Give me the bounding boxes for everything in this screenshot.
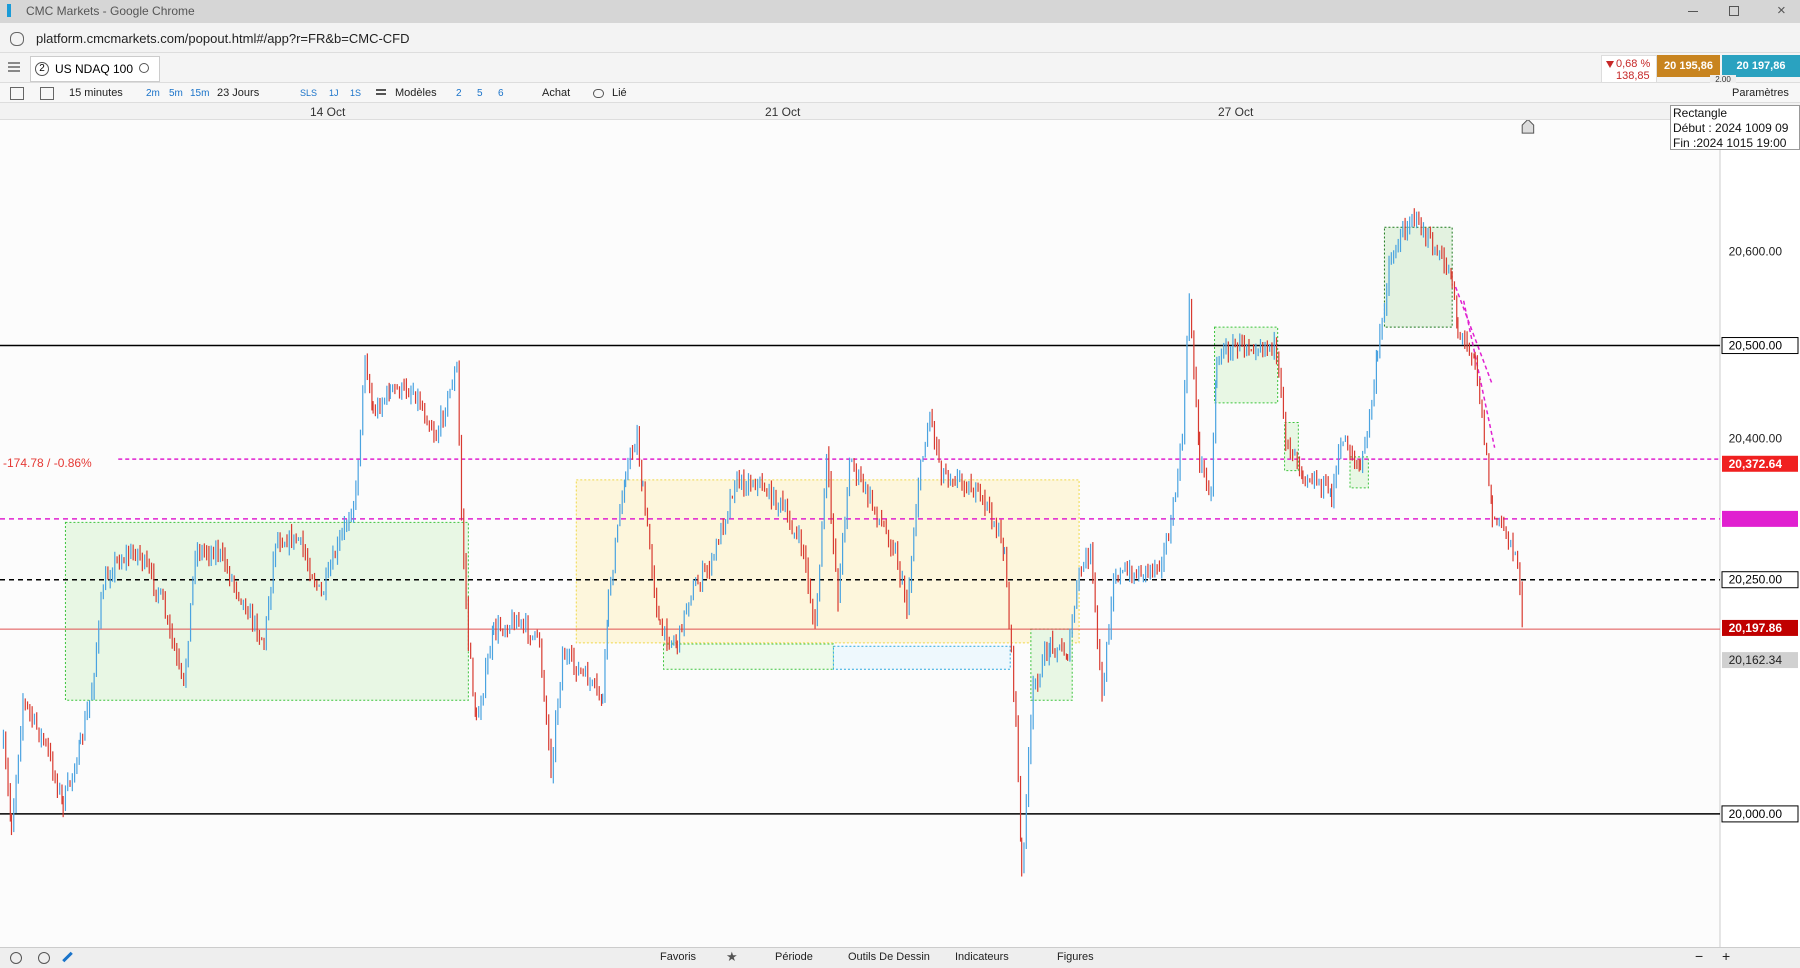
period[interactable]: 1J (329, 88, 339, 98)
chart[interactable]: -174.78 / -0.86% 20,600.00 20,500.00 20,40… (0, 120, 1800, 947)
minimize[interactable] (1688, 11, 1698, 12)
price-label: 20,600.00 (1729, 244, 1783, 258)
drawing-rectangle (663, 643, 834, 670)
date-label: 27 Oct (1218, 105, 1254, 119)
bottom-tab[interactable]: Période (775, 951, 813, 963)
drawing-rectangle (1214, 326, 1279, 404)
timeframe[interactable]: 15 minutes (69, 87, 123, 99)
price-label-bg (1722, 619, 1798, 636)
site-info[interactable] (10, 32, 24, 46)
date-axis: 14 Oct 21 Oct 27 Oct (0, 103, 1800, 120)
order[interactable]: Achat (542, 87, 571, 99)
bottom-tab[interactable]: Favoris (660, 951, 697, 963)
link-icon (593, 89, 604, 98)
url-bar: platform.cmcmarkets.com/popout.html#/app… (0, 23, 1800, 53)
zoom-in[interactable]: + (1722, 948, 1731, 964)
refresh[interactable] (10, 952, 22, 964)
count[interactable]: 5 (477, 88, 483, 99)
price-label: 20,372.64 (1729, 457, 1783, 471)
period[interactable]: SLS (300, 88, 318, 98)
price-label: 20,400.00 (1729, 432, 1783, 446)
price-label: 20,250.00 (1729, 573, 1783, 587)
menu[interactable] (8, 62, 20, 64)
drawing-rectangle (1383, 226, 1453, 328)
pen[interactable] (62, 951, 73, 963)
change-pct: 0,68 % (1616, 58, 1651, 70)
instrument-name: US NDAQ 100 (55, 62, 134, 76)
url[interactable]: platform.cmcmarkets.com/popout.html#/app… (36, 31, 410, 46)
price-label-bg (1722, 510, 1798, 527)
drawing-rectangle (1030, 628, 1073, 701)
zoom-out[interactable]: − (1695, 948, 1704, 964)
window-title: CMC Markets - Google Chrome (26, 4, 195, 18)
price-label-bg (1721, 571, 1799, 589)
price-label-bg (1721, 337, 1799, 355)
sell-price[interactable]: 20 195,86 (1657, 55, 1720, 77)
range[interactable]: 23 Jours (217, 87, 260, 99)
search[interactable] (139, 63, 149, 73)
date-label: 14 Oct (310, 105, 346, 119)
spread: 2.00 (1710, 75, 1736, 84)
bottom-bar: Favoris ★ Période Outils De Dessin Indic… (0, 947, 1800, 968)
bottom-tab[interactable]: Outils De Dessin (848, 951, 930, 963)
price-label-bg (1721, 805, 1799, 823)
buy-price[interactable]: 20 197,86 (1722, 55, 1800, 77)
trend-line (1454, 286, 1494, 385)
toolbar: 15 minutes 2m 5m 15m 23 Jours SLS 1J 1S … (0, 83, 1800, 103)
app-icon (7, 4, 11, 17)
close[interactable]: × (1777, 2, 1786, 19)
tab-row: 2 US NDAQ 100 0,68 % 138,85 20 195,86 20… (0, 53, 1800, 84)
tooltip-line: Rectangle (1673, 106, 1728, 120)
link[interactable]: Lié (612, 87, 627, 99)
period[interactable]: 1S (350, 88, 362, 98)
down-arrow (1606, 61, 1614, 68)
price-label-bg (1722, 430, 1798, 447)
tooltip-line: Début : 2024 1009 09 (1673, 121, 1789, 135)
instrument-tab[interactable]: 2 US NDAQ 100 (30, 56, 160, 82)
price-label: 20,162.34 (1729, 653, 1783, 667)
tab-number: 2 (35, 62, 49, 76)
price-label: 20,315.00 (1729, 512, 1783, 526)
clear[interactable] (38, 952, 50, 964)
price-label-bg (1722, 243, 1798, 260)
alert-icon (1521, 120, 1535, 134)
interval[interactable]: 5m (169, 88, 183, 99)
date-label: 21 Oct (765, 105, 801, 119)
drawing-rectangle (832, 645, 1011, 670)
count[interactable]: 6 (498, 88, 504, 99)
price-label-bg (1722, 652, 1798, 669)
templates[interactable]: Modèles (395, 87, 437, 99)
templates-icon (376, 89, 386, 91)
price-label: 20,500.00 (1729, 339, 1783, 353)
restore[interactable] (1729, 6, 1739, 16)
price-label: 20,000.00 (1729, 807, 1783, 821)
drawing-tooltip: Rectangle Début : 2024 1009 09 Fin :2024… (1670, 105, 1800, 150)
interval[interactable]: 15m (190, 88, 210, 99)
drawing-rectangle (575, 479, 1080, 644)
drawing-rectangle (1284, 421, 1299, 472)
interval[interactable]: 2m (146, 88, 160, 99)
annotation: -174.78 / -0.86% (3, 456, 92, 470)
count[interactable]: 2 (456, 88, 462, 99)
price-label-bg (1722, 455, 1798, 472)
layout-icon[interactable] (40, 87, 54, 100)
change: 138,85 (1616, 70, 1650, 82)
candles (2, 208, 1523, 877)
change-box: 0,68 % 138,85 (1601, 55, 1657, 83)
star[interactable]: ★ (726, 949, 738, 964)
bottom-tab[interactable]: Indicateurs (955, 951, 1009, 963)
list-icon[interactable] (10, 87, 24, 100)
bottom-tab[interactable]: Figures (1057, 951, 1094, 963)
settings[interactable]: Paramètres (1732, 87, 1789, 99)
tooltip-line: Fin :2024 1015 19:00 (1673, 136, 1787, 150)
price-label: 20,197.86 (1729, 621, 1783, 635)
title-bar: CMC Markets - Google Chrome × (0, 0, 1800, 23)
